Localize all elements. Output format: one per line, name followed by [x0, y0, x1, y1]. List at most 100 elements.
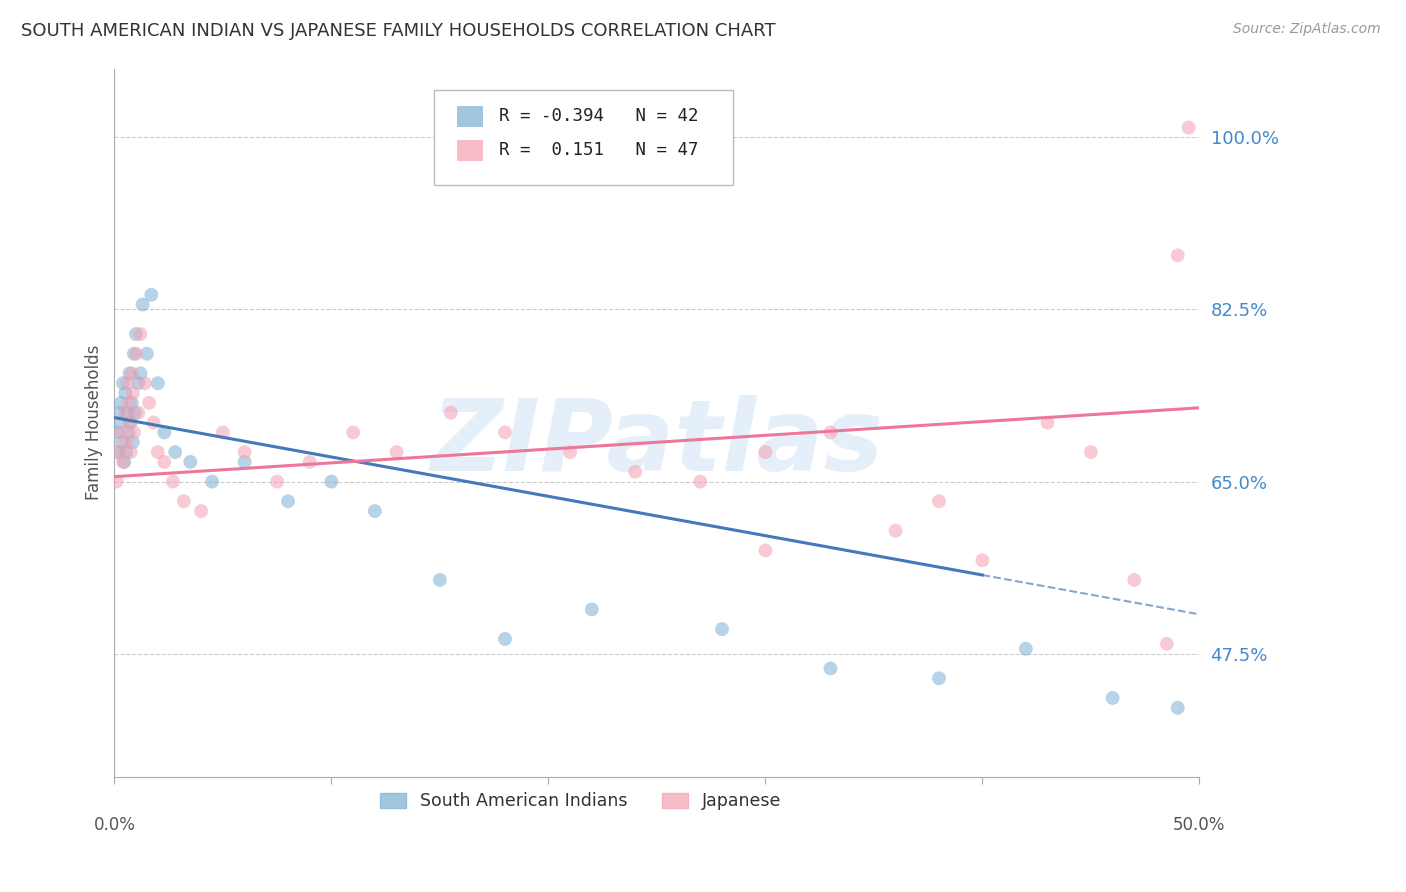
Point — [120, 416, 142, 430]
Point — [494, 632, 516, 646]
Point — [105, 425, 128, 440]
Point — [121, 396, 143, 410]
Point — [1101, 690, 1123, 705]
Point — [266, 475, 288, 489]
Point — [928, 671, 950, 685]
Point — [141, 287, 163, 301]
Point — [820, 661, 842, 675]
Point — [110, 425, 132, 440]
Point — [321, 475, 343, 489]
Point — [127, 406, 149, 420]
Point — [212, 425, 235, 440]
Point — [136, 347, 159, 361]
Point — [112, 376, 135, 391]
Point — [112, 455, 135, 469]
Point — [711, 622, 734, 636]
Point — [440, 406, 463, 420]
Text: SOUTH AMERICAN INDIAN VS JAPANESE FAMILY HOUSEHOLDS CORRELATION CHART: SOUTH AMERICAN INDIAN VS JAPANESE FAMILY… — [21, 22, 776, 40]
Point — [1167, 248, 1189, 262]
Point — [117, 425, 139, 440]
FancyBboxPatch shape — [434, 90, 733, 186]
Point — [494, 425, 516, 440]
Point — [114, 386, 136, 401]
Point — [233, 445, 256, 459]
Text: R = -0.394   N = 42: R = -0.394 N = 42 — [499, 107, 697, 126]
Point — [142, 416, 165, 430]
Point — [928, 494, 950, 508]
Point — [754, 445, 776, 459]
Point — [115, 445, 138, 459]
Point — [364, 504, 387, 518]
Point — [298, 455, 321, 469]
Point — [179, 455, 201, 469]
Point — [820, 425, 842, 440]
Point — [146, 445, 169, 459]
Point — [385, 445, 408, 459]
Point — [190, 504, 212, 518]
Point — [754, 543, 776, 558]
Point — [558, 445, 581, 459]
Point — [972, 553, 994, 567]
Point — [121, 367, 143, 381]
Point — [884, 524, 907, 538]
Point — [129, 327, 152, 342]
Point — [1177, 120, 1199, 135]
Point — [624, 465, 647, 479]
Point — [121, 386, 143, 401]
Point — [124, 406, 146, 420]
Point — [129, 367, 152, 381]
Point — [1123, 573, 1146, 587]
Text: ZIPatlas: ZIPatlas — [430, 395, 883, 492]
FancyBboxPatch shape — [457, 105, 484, 128]
Text: R =  0.151   N = 47: R = 0.151 N = 47 — [499, 142, 697, 160]
Point — [581, 602, 603, 616]
Point — [201, 475, 224, 489]
Text: 0.0%: 0.0% — [93, 815, 135, 833]
Text: 50.0%: 50.0% — [1173, 815, 1226, 833]
Point — [120, 445, 142, 459]
Point — [153, 425, 176, 440]
Point — [105, 475, 128, 489]
Point — [277, 494, 299, 508]
Point — [117, 406, 139, 420]
Point — [165, 445, 187, 459]
Point — [146, 376, 169, 391]
Point — [117, 396, 139, 410]
Point — [107, 445, 129, 459]
Point — [112, 455, 135, 469]
Point — [1156, 637, 1178, 651]
Point — [122, 347, 145, 361]
Point — [115, 435, 138, 450]
Point — [131, 297, 153, 311]
Point — [689, 475, 711, 489]
Point — [342, 425, 364, 440]
Point — [108, 416, 131, 430]
Point — [114, 406, 136, 420]
Point — [122, 425, 145, 440]
Point — [118, 416, 141, 430]
Y-axis label: Family Households: Family Households — [86, 345, 103, 500]
Point — [111, 435, 134, 450]
Point — [173, 494, 195, 508]
Point — [107, 406, 129, 420]
Point — [127, 376, 149, 391]
Point — [121, 435, 143, 450]
Point — [107, 445, 129, 459]
Point — [134, 376, 156, 391]
Point — [429, 573, 451, 587]
Point — [110, 396, 132, 410]
Point — [125, 347, 148, 361]
Point — [117, 376, 139, 391]
Point — [153, 455, 176, 469]
Point — [1167, 700, 1189, 714]
Point — [233, 455, 256, 469]
Point — [1036, 416, 1059, 430]
Point — [125, 327, 148, 342]
Point — [118, 367, 141, 381]
Text: Source: ZipAtlas.com: Source: ZipAtlas.com — [1233, 22, 1381, 37]
Point — [1015, 641, 1038, 656]
Point — [1080, 445, 1102, 459]
Point — [138, 396, 160, 410]
FancyBboxPatch shape — [457, 140, 484, 161]
Legend: South American Indians, Japanese: South American Indians, Japanese — [371, 783, 790, 819]
